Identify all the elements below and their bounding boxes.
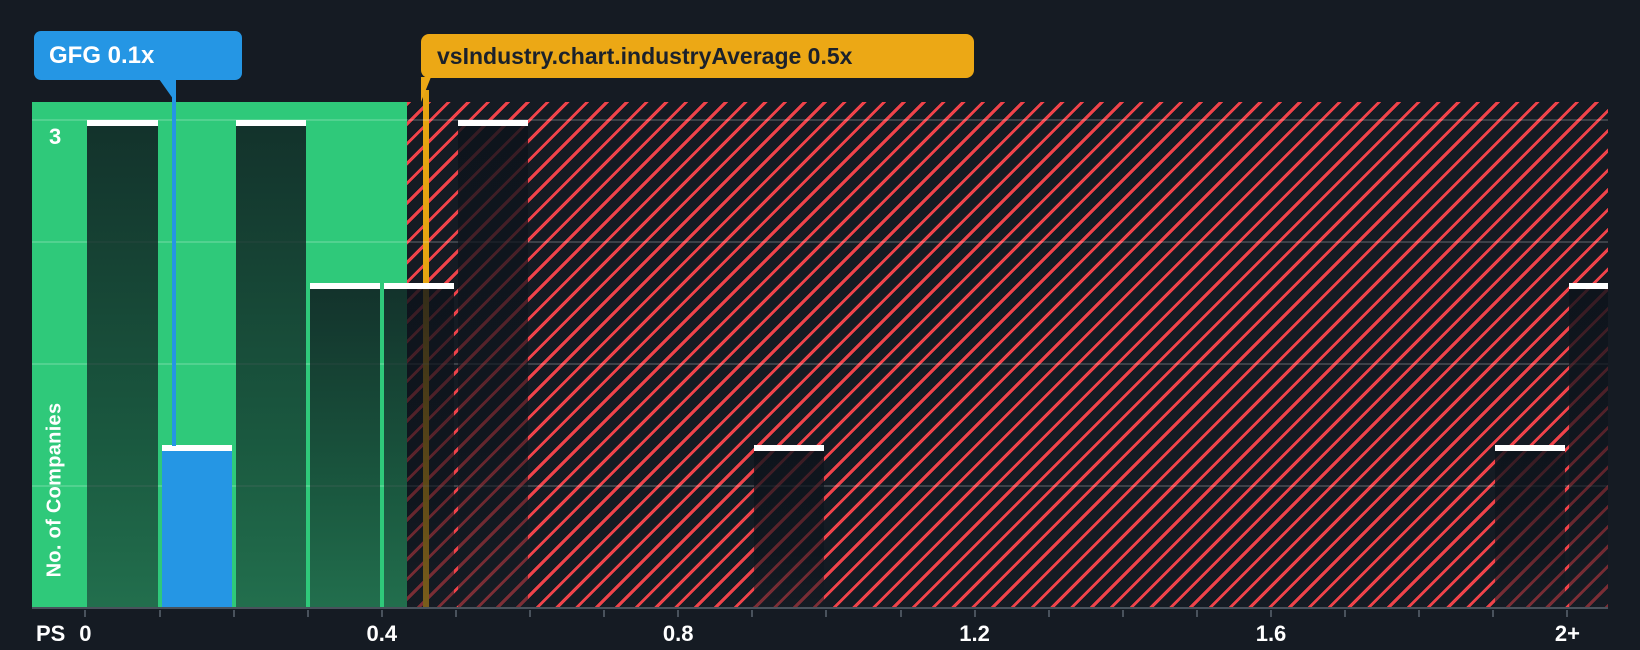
bar-top-cap [236,120,306,126]
bar-top-cap [458,120,528,126]
company-marker-line [172,79,177,446]
company-tooltip: GFG 0.1x [34,31,242,80]
x-axis-tick-label: 0.8 [662,621,694,646]
x-axis-tick [677,610,680,617]
gridline [32,118,1608,121]
histogram-bar[interactable] [310,283,380,608]
histogram-bar[interactable] [458,120,528,608]
y-axis-tick-label: 3 [49,124,62,149]
histogram-bar[interactable] [1495,445,1565,608]
industry-average-tooltip-pointer [421,77,431,102]
histogram-bar[interactable] [754,445,824,608]
x-axis-tick [529,610,531,617]
bar-top-cap [754,445,824,451]
gridline [32,362,1608,365]
x-axis-tick [825,610,828,617]
x-axis-tick [751,610,754,617]
company-tooltip-pointer [159,79,176,103]
x-axis-tick [1195,610,1198,617]
x-axis-tick-label: 0.4 [366,621,398,646]
x-axis-tick [380,610,383,617]
x-axis-tick [1121,610,1124,617]
x-axis-tick [973,610,976,617]
gridline [32,240,1608,243]
x-axis-tick [1418,610,1421,617]
x-axis-tick [899,610,902,617]
x-axis-tick [1344,610,1347,617]
x-axis-tick [158,610,161,617]
x-axis-tick [1492,610,1495,617]
bar-top-cap [1495,445,1565,451]
y-axis-title: No. of Companies [43,402,66,578]
x-axis-tick [232,610,235,617]
histogram-bar[interactable] [384,283,454,608]
x-axis-tick-label: 1.6 [1255,621,1287,646]
x-axis-tick [603,610,606,617]
x-axis-tick [306,610,309,617]
company-histogram-bar[interactable] [162,445,232,608]
histogram-bar[interactable] [87,120,158,608]
x-axis-tick [1047,610,1050,617]
industry-average-tooltip: vsIndustry.chart.industryAverage 0.5x [421,34,974,78]
bar-top-cap [310,283,380,289]
x-axis-tick-label: 2+ [1554,621,1580,646]
x-axis-tick-label: 1.2 [959,621,990,646]
x-axis-tick [1566,610,1569,617]
bar-top-cap [87,120,158,126]
x-axis-line [32,607,1608,609]
above-average-zone-hatched [406,102,1608,608]
x-axis-tick [454,610,457,617]
x-axis-tick [1270,610,1272,617]
histogram-bar[interactable] [236,120,306,608]
x-axis-tick-label: 0 [79,621,92,646]
x-axis-title: PS [36,621,66,646]
x-axis-tick [84,610,87,617]
bar-top-cap [384,283,454,289]
bar-top-cap [1569,283,1608,289]
histogram-bar[interactable] [1569,283,1608,608]
bar-top-cap [162,445,232,451]
company-tooltip-label: GFG 0.1x [49,42,155,69]
industry-average-tooltip-label: vsIndustry.chart.industryAverage 0.5x [437,43,853,69]
